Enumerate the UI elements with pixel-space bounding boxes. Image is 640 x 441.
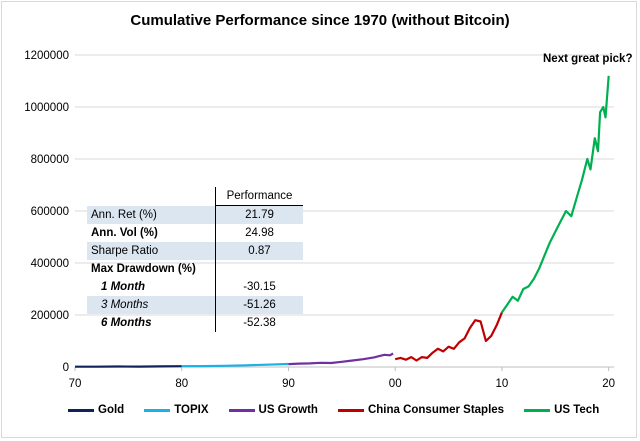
y-tick-label: 600000 bbox=[31, 206, 69, 218]
series-line-gold bbox=[75, 365, 182, 368]
row-value-ann-ret: 21.79 bbox=[215, 205, 303, 224]
y-tick-label: 0 bbox=[63, 362, 69, 374]
legend-swatch-gold bbox=[68, 408, 94, 412]
legend-item-us-growth: US Growth bbox=[228, 404, 318, 416]
legend-swatch-china-consumer-staples bbox=[337, 408, 364, 412]
table-row: 6 Months -52.38 bbox=[87, 314, 303, 332]
row-label-ann-vol: Ann. Vol (%) bbox=[91, 227, 158, 239]
x-tick-label: 20 bbox=[602, 378, 615, 390]
chart-annotation: Next great pick? bbox=[543, 53, 633, 65]
legend-swatch-topix bbox=[144, 408, 171, 412]
legend: Gold TOPIX US Growth China Consumer Stap… bbox=[68, 402, 619, 418]
row-value-6-months: -52.38 bbox=[215, 314, 303, 332]
chart-title: Cumulative Performance since 1970 (witho… bbox=[130, 12, 510, 29]
row-label-max-drawdown: Max Drawdown (%) bbox=[91, 263, 196, 275]
row-label-sharpe: Sharpe Ratio bbox=[87, 242, 216, 260]
legend-label-us-tech: US Tech bbox=[554, 404, 600, 416]
y-tick-label: 1200000 bbox=[24, 50, 69, 62]
legend-swatch-us-tech bbox=[524, 408, 551, 412]
table-header-label: Performance bbox=[215, 187, 303, 206]
x-tick-label: 00 bbox=[389, 378, 402, 390]
row-label-1-month: 1 Month bbox=[101, 281, 146, 293]
row-value-sharpe: 0.87 bbox=[215, 242, 303, 260]
performance-table: Performance Ann. Ret (%) 21.79 Ann. Vol … bbox=[87, 187, 303, 332]
y-tick-label: 1000000 bbox=[24, 102, 69, 114]
table-row: 1 Month -30.15 bbox=[87, 278, 303, 296]
row-label-ann-ret: Ann. Ret (%) bbox=[87, 205, 216, 224]
table-row: Ann. Ret (%) 21.79 bbox=[87, 205, 303, 224]
legend-label-topix: TOPIX bbox=[174, 404, 209, 416]
legend-swatch-us-growth bbox=[228, 408, 255, 412]
table-row: Ann. Vol (%) 24.98 bbox=[87, 224, 303, 242]
row-label-6-months: 6 Months bbox=[101, 317, 152, 329]
legend-item-china-consumer-staples: China Consumer Staples bbox=[337, 404, 505, 416]
table-row: Max Drawdown (%) bbox=[87, 260, 303, 278]
row-value-max-drawdown bbox=[215, 260, 303, 278]
x-tick-label: 70 bbox=[69, 378, 82, 390]
y-tick-label: 200000 bbox=[31, 310, 69, 322]
series-line-us-growth bbox=[288, 352, 394, 366]
series-line-us-tech bbox=[500, 75, 610, 314]
row-value-1-month: -30.15 bbox=[215, 278, 303, 296]
series-line-topix bbox=[181, 362, 289, 368]
y-tick-labels: 0 200000 400000 600000 800000 1000000 1200000 bbox=[24, 50, 69, 374]
y-tick-label: 400000 bbox=[31, 258, 69, 270]
x-tick-label: 90 bbox=[282, 378, 295, 390]
table-header-row: Performance bbox=[87, 187, 303, 206]
y-tick-label: 800000 bbox=[31, 154, 69, 166]
legend-item-topix: TOPIX bbox=[144, 404, 209, 416]
legend-item-gold: Gold bbox=[68, 404, 124, 416]
legend-label-china-consumer-staples: China Consumer Staples bbox=[367, 404, 505, 416]
table-row: 3 Months -51.26 bbox=[87, 296, 303, 314]
legend-item-us-tech: US Tech bbox=[524, 404, 599, 416]
row-value-ann-vol: 24.98 bbox=[215, 224, 303, 242]
legend-label-us-growth: US Growth bbox=[258, 404, 318, 416]
series-line-china-consumer-staples bbox=[394, 311, 503, 362]
table-header-blank bbox=[87, 187, 216, 206]
legend-label-gold: Gold bbox=[98, 404, 125, 416]
table-row: Sharpe Ratio 0.87 bbox=[87, 242, 303, 260]
x-axis: 70 80 90 00 10 20 bbox=[69, 366, 615, 390]
series-lines bbox=[75, 75, 610, 368]
row-value-3-months: -51.26 bbox=[215, 296, 303, 314]
row-label-3-months: 3 Months bbox=[87, 296, 216, 314]
x-tick-label: 80 bbox=[175, 378, 188, 390]
x-tick-label: 10 bbox=[496, 378, 509, 390]
